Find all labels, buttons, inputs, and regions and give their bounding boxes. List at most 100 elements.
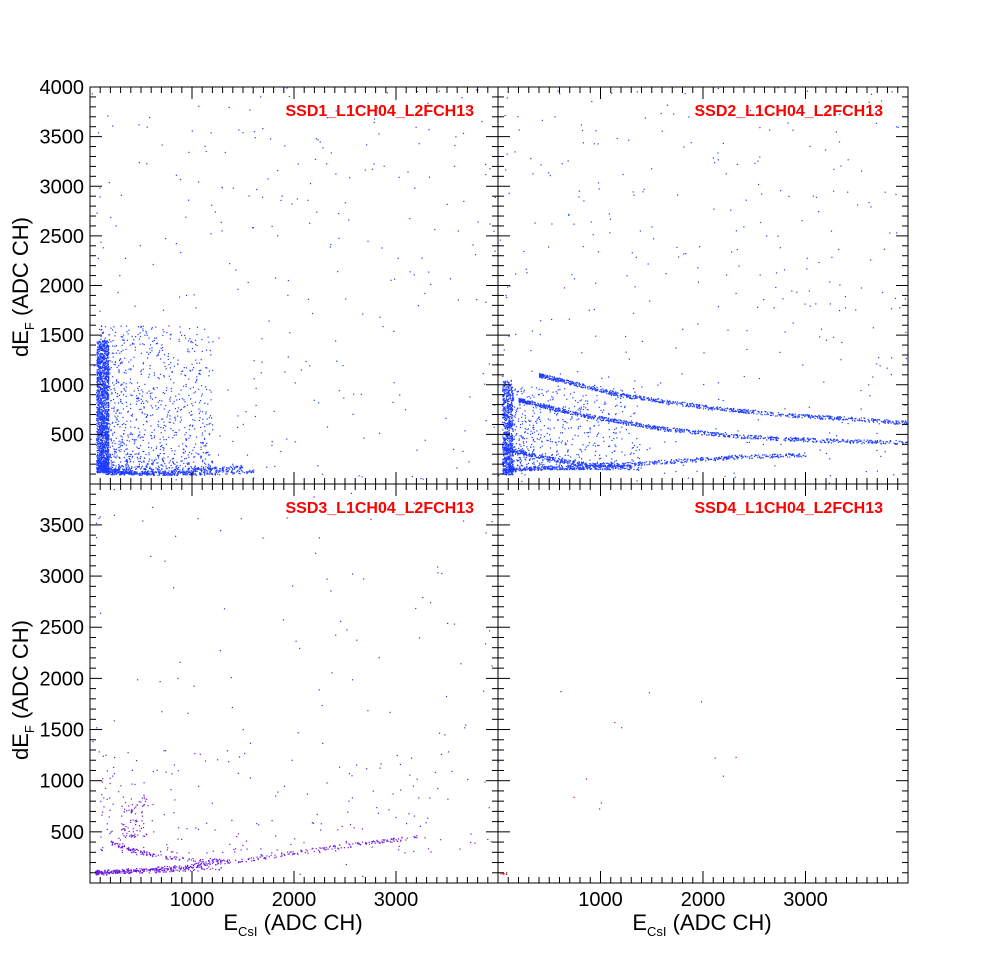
scatter-point <box>102 361 104 363</box>
scatter-point <box>504 389 506 391</box>
scatter-point <box>158 471 160 473</box>
scatter-point <box>523 456 525 458</box>
scatter-point <box>98 369 100 371</box>
scatter-point <box>145 420 148 422</box>
scatter-point <box>142 424 145 426</box>
scatter-point <box>600 457 602 459</box>
scatter-point <box>101 430 103 432</box>
scatter-point <box>105 427 107 430</box>
scatter-point <box>232 472 234 474</box>
scatter-point <box>203 462 206 464</box>
scatter-point <box>114 345 116 347</box>
scatter-point <box>159 373 161 375</box>
scatter-point <box>574 460 576 462</box>
scatter-point <box>96 365 98 367</box>
scatter-point <box>100 445 102 447</box>
scatter-point <box>103 397 105 399</box>
scatter-point <box>107 372 110 374</box>
scatter-point <box>191 471 193 473</box>
scatter-point <box>123 342 125 344</box>
scatter-point <box>504 381 506 383</box>
scatter-point <box>120 473 122 475</box>
scatter-point <box>139 468 142 470</box>
scatter-point <box>109 468 111 470</box>
scatter-point <box>135 439 137 441</box>
scatter-point <box>104 344 106 346</box>
scatter-point <box>529 458 531 460</box>
scatter-point <box>305 360 307 363</box>
scatter-point <box>149 474 151 476</box>
scatter-point <box>107 369 109 371</box>
scatter-point <box>271 225 273 227</box>
scatter-point <box>348 219 350 221</box>
scatter-point <box>204 474 206 476</box>
scatter-point <box>163 362 165 364</box>
scatter-point <box>510 405 512 407</box>
scatter-point <box>160 432 162 434</box>
scatter-point <box>177 473 179 476</box>
scatter-point <box>102 471 104 473</box>
scatter-point <box>116 455 118 457</box>
scatter-point <box>118 447 120 449</box>
scatter-point <box>104 425 106 427</box>
scatter-point <box>143 461 145 463</box>
scatter-point <box>628 432 630 434</box>
scatter-point <box>98 404 100 406</box>
scatter-point <box>198 388 200 390</box>
scatter-point <box>165 368 167 370</box>
scatter-point <box>228 106 230 108</box>
scatter-point <box>178 470 180 472</box>
scatter-point <box>103 471 105 474</box>
scatter-point <box>167 353 170 355</box>
scatter-point <box>104 419 107 421</box>
scatter-point <box>635 449 637 452</box>
scatter-point <box>409 218 411 220</box>
scatter-point <box>338 237 340 239</box>
scatter-point <box>502 421 504 423</box>
scatter-point <box>104 361 107 363</box>
scatter-point <box>118 465 120 467</box>
scatter-point <box>99 434 101 436</box>
scatter-point <box>200 472 202 474</box>
scatter-point <box>101 357 103 360</box>
scatter-point <box>165 473 167 475</box>
scatter-point <box>287 356 289 358</box>
scatter-point <box>208 463 210 465</box>
scatter-point <box>162 418 164 420</box>
scatter-point <box>100 419 102 421</box>
scatter-point <box>112 345 114 347</box>
scatter-point <box>107 431 109 433</box>
scatter-point <box>140 373 142 375</box>
scatter-point <box>99 346 101 348</box>
scatter-point <box>615 413 617 415</box>
scatter-point <box>317 139 319 141</box>
scatter-point <box>114 415 116 417</box>
scatter-point <box>151 437 153 440</box>
scatter-point <box>239 468 242 470</box>
scatter-point <box>300 369 302 371</box>
scatter-point <box>103 465 105 467</box>
scatter-point <box>393 382 395 384</box>
scatter-point <box>509 413 511 415</box>
scatter-point <box>555 442 557 444</box>
scatter-point <box>101 437 103 440</box>
scatter-point <box>201 461 204 463</box>
scatter-point <box>164 430 166 432</box>
scatter-point <box>96 439 98 441</box>
scatter-point <box>502 472 504 474</box>
scatter-point <box>90 438 92 440</box>
scatter-point <box>201 338 203 341</box>
scatter-point <box>517 420 519 422</box>
scatter-point <box>101 401 103 404</box>
scatter-point <box>132 474 134 476</box>
scatter-point <box>93 365 96 367</box>
scatter-point <box>137 427 139 429</box>
scatter-point <box>123 423 125 425</box>
scatter-point <box>139 343 141 345</box>
scatter-point <box>220 221 222 223</box>
scatter-point <box>559 389 561 391</box>
scatter-point <box>114 364 116 366</box>
scatter-point <box>96 392 98 394</box>
scatter-point <box>555 463 558 465</box>
scatter-point <box>184 427 186 429</box>
